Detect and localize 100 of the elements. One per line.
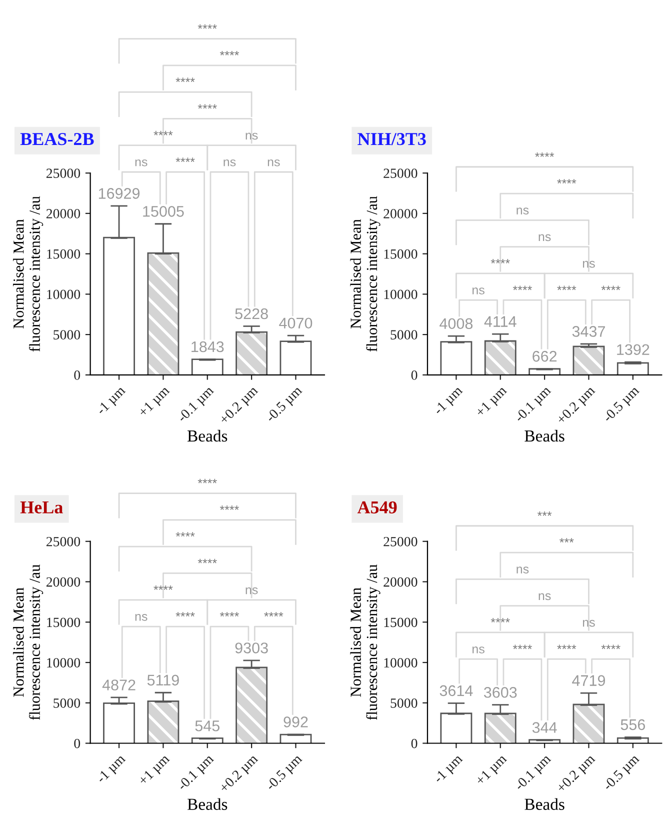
data-label: 4070 xyxy=(279,318,312,329)
y-tick-label: 20000 xyxy=(46,577,80,587)
annotation: ns xyxy=(472,288,484,294)
chart-title: A549 xyxy=(357,501,397,514)
x-tick-label: -0.5 µm xyxy=(602,753,642,793)
chart-title: BEAS-2B xyxy=(20,133,94,146)
x-tick-label: -1 µm xyxy=(96,753,128,786)
annotation: **** xyxy=(198,558,217,564)
x-tick-label: -1 µm xyxy=(432,753,465,786)
annotation: *** xyxy=(560,538,574,542)
x-tick-label: +1 µm xyxy=(138,753,172,788)
annotation: ns xyxy=(246,587,258,594)
x-tick-label: +1 µm xyxy=(475,385,510,420)
x-tick-label: -0.5 µm xyxy=(265,385,304,424)
x-tick-label: -0.1 µm xyxy=(176,385,216,424)
data-label: 3614 xyxy=(440,685,473,696)
annotation: **** xyxy=(557,644,576,650)
y-tick-label: 5000 xyxy=(390,330,418,340)
x-tick-label: +0.2 µm xyxy=(556,753,598,795)
data-label: 1392 xyxy=(617,344,650,356)
x-tick-label: -1 µm xyxy=(432,385,465,418)
y-tick-label: 0 xyxy=(74,738,80,748)
y-tick-label: 20000 xyxy=(46,209,80,218)
x-tick-label: -0.5 µm xyxy=(602,385,642,424)
text: ns xyxy=(224,159,236,166)
y-tick-label: 15000 xyxy=(384,249,418,259)
x-tick-label: -0.1 µm xyxy=(176,753,216,793)
annotation: **** xyxy=(512,286,532,290)
data-label: 3603 xyxy=(484,686,517,698)
data-label: 16929 xyxy=(98,188,140,199)
y-tick-label: 10000 xyxy=(384,658,418,668)
annotation: ns xyxy=(582,260,595,268)
x-tick-label: +1 µm xyxy=(138,385,172,420)
text: **** xyxy=(198,24,217,29)
y-tick-label: 10000 xyxy=(384,290,418,300)
text: **** xyxy=(535,152,554,157)
x-tick-label: -0.1 µm xyxy=(514,385,554,424)
y-axis-title: Normalised Mean fluorescence intensity /au xyxy=(350,196,380,352)
data-label: 556 xyxy=(620,719,645,730)
y-tick-label: 25000 xyxy=(384,536,418,546)
text: **** xyxy=(176,78,195,82)
text: **** xyxy=(198,104,217,109)
y-tick-label: 0 xyxy=(411,738,418,748)
x-tick-label: -1 µm xyxy=(96,385,128,418)
data-label: 545 xyxy=(195,720,220,732)
text: **** xyxy=(198,478,217,484)
x-axis-title: Beads xyxy=(188,430,228,442)
data-label: 9303 xyxy=(235,642,268,654)
annotation: **** xyxy=(512,644,532,650)
data-label: 344 xyxy=(532,722,557,733)
chart-title: NIH/3T3 xyxy=(358,133,426,146)
data-label: 5119 xyxy=(147,674,179,686)
x-axis-title: Beads xyxy=(524,798,564,810)
y-axis-title: Normalised Mean fluorescence intensity /au xyxy=(13,564,44,720)
data-label: 662 xyxy=(532,350,557,362)
annotation: **** xyxy=(557,179,576,184)
y-tick-label: 5000 xyxy=(54,330,80,340)
x-tick-label: +0.2 µm xyxy=(218,385,260,427)
annotation: **** xyxy=(557,286,576,290)
y-axis-title: Normalised Mean fluorescence intensity /au xyxy=(13,196,44,352)
text: **** xyxy=(176,532,195,537)
y-tick-label: 25000 xyxy=(46,536,80,546)
annotation: **** xyxy=(490,259,510,264)
annotation: ns xyxy=(538,593,551,600)
y-tick-label: 10000 xyxy=(47,658,80,668)
x-tick-label: +0.2 µm xyxy=(218,753,260,795)
text: ns xyxy=(246,132,258,140)
text: **** xyxy=(220,50,240,56)
x-tick-label: +0.2 µm xyxy=(556,385,598,427)
annotation: **** xyxy=(176,612,195,616)
data-label: 992 xyxy=(284,716,308,728)
y-axis-title: Normalised Mean fluorescence intensity /au xyxy=(350,564,380,720)
data-label: 4719 xyxy=(572,675,606,686)
text: ns xyxy=(268,159,280,166)
data-label: 4114 xyxy=(484,316,516,327)
data-label: 3437 xyxy=(572,326,605,337)
text: *** xyxy=(537,511,552,516)
y-tick-label: 5000 xyxy=(390,698,418,708)
text: **** xyxy=(176,158,195,162)
y-tick-label: 0 xyxy=(411,370,418,380)
y-tick-label: 20000 xyxy=(384,577,418,587)
y-tick-label: 15000 xyxy=(384,618,418,628)
annotation: **** xyxy=(601,644,620,650)
x-tick-label: -0.5 µm xyxy=(265,753,304,793)
x-tick-label: +1 µm xyxy=(475,753,510,788)
data-label: 4008 xyxy=(440,318,473,330)
annotation: ns xyxy=(582,620,595,627)
annotation: **** xyxy=(154,585,173,590)
annotation: **** xyxy=(490,618,510,622)
y-tick-label: 15000 xyxy=(47,618,80,628)
data-label: 4872 xyxy=(102,680,136,690)
annotation: ns xyxy=(516,208,529,214)
y-tick-label: 25000 xyxy=(384,168,418,178)
annotation: **** xyxy=(264,612,284,616)
text: **** xyxy=(220,506,240,510)
annotation: ns xyxy=(538,234,551,242)
y-tick-label: 20000 xyxy=(384,209,418,218)
chart-title: HeLa xyxy=(20,501,63,514)
x-axis-title: Beads xyxy=(188,798,228,810)
x-axis-title: Beads xyxy=(524,430,564,442)
